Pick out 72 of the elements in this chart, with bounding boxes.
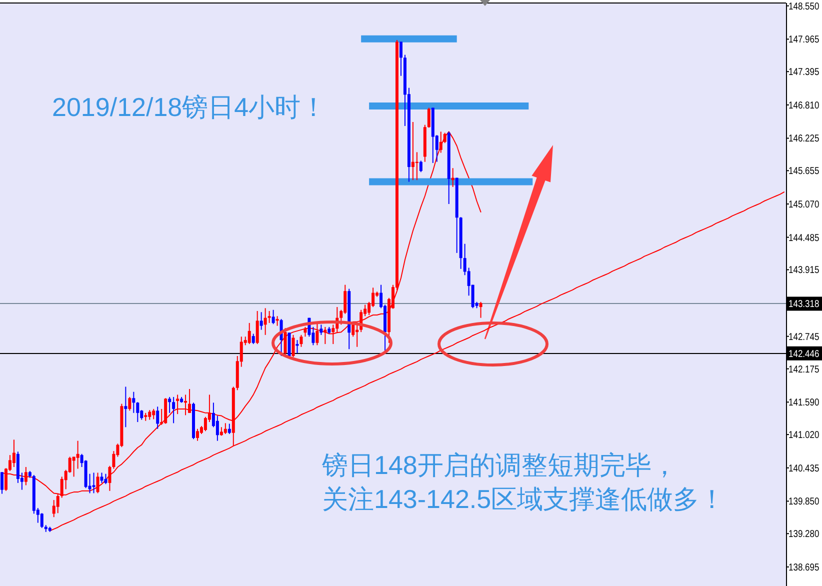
y-tick-label: 141.590 bbox=[788, 396, 820, 408]
candlestick bbox=[172, 396, 176, 424]
y-tick-label: 142.175 bbox=[788, 364, 820, 374]
candlestick bbox=[168, 396, 172, 414]
candlestick bbox=[108, 465, 112, 492]
candlestick bbox=[399, 41, 402, 76]
candlestick bbox=[316, 322, 319, 346]
annotation: 镑日148开启的调整短期完毕， bbox=[321, 450, 678, 480]
y-tick-label: 143.915 bbox=[788, 264, 820, 276]
candlestick bbox=[292, 334, 295, 358]
candlestick bbox=[427, 107, 430, 128]
y-tick-label: 141.020 bbox=[788, 429, 820, 440]
y-tick-label: 144.485 bbox=[788, 232, 820, 243]
candlestick bbox=[128, 396, 132, 412]
y-tick-label: 142.745 bbox=[788, 331, 820, 342]
candlestick bbox=[204, 416, 207, 432]
y-tick-label: 145.070 bbox=[788, 198, 820, 210]
y-tick-label: 146.225 bbox=[788, 133, 820, 144]
y-tick-label: 139.280 bbox=[788, 528, 820, 540]
y-tick-label: 139.850 bbox=[788, 496, 820, 507]
candlestick bbox=[188, 388, 192, 414]
candlestick bbox=[320, 324, 323, 336]
candlestick bbox=[288, 332, 291, 358]
candlestick bbox=[264, 308, 267, 336]
candlestick bbox=[104, 473, 108, 485]
candlestick bbox=[228, 423, 231, 434]
candlestick bbox=[411, 121, 414, 181]
annotation: 关注143-142.5区域支撑逢低做多！ bbox=[322, 484, 726, 514]
candlestick bbox=[176, 394, 180, 415]
candlestick bbox=[248, 322, 251, 345]
candlestick bbox=[148, 410, 152, 420]
line-series bbox=[49, 192, 785, 532]
candlestick bbox=[136, 402, 140, 423]
candlestick bbox=[344, 284, 347, 314]
candlestick bbox=[24, 466, 28, 486]
candlestick bbox=[272, 309, 275, 325]
candlestick bbox=[156, 406, 160, 430]
candlestick bbox=[52, 500, 56, 518]
candlestick bbox=[100, 472, 104, 484]
candlestick bbox=[40, 512, 44, 528]
candlestick bbox=[132, 391, 136, 414]
y-tick-label: 148.550 bbox=[788, 0, 820, 12]
candlestick bbox=[92, 472, 96, 494]
y-tick-label: 147.395 bbox=[788, 66, 820, 78]
candlestick bbox=[304, 326, 307, 338]
y-tick-label: 140.435 bbox=[788, 462, 820, 474]
y-tick-label: 138.695 bbox=[788, 562, 820, 573]
candlestick bbox=[252, 333, 255, 345]
y-tick-label: 145.655 bbox=[788, 166, 820, 176]
candlestick bbox=[152, 408, 156, 420]
candlestick bbox=[296, 340, 299, 354]
candlestick bbox=[300, 334, 303, 348]
y-tick-label: 146.810 bbox=[788, 100, 820, 111]
candlestick bbox=[76, 440, 80, 470]
candlestick bbox=[260, 312, 263, 330]
candlestick bbox=[479, 301, 482, 318]
candlestick bbox=[216, 415, 219, 442]
candlestick bbox=[268, 310, 271, 324]
candlestick bbox=[0, 472, 4, 494]
y-tick-label: 147.965 bbox=[788, 34, 820, 45]
candlestick bbox=[256, 310, 259, 345]
candlestick bbox=[276, 316, 279, 326]
candlestick bbox=[352, 322, 355, 338]
ref-line-label: 143.318 bbox=[788, 298, 820, 310]
candlestick bbox=[12, 439, 16, 468]
ref-line-label: 142.446 bbox=[788, 348, 820, 360]
candlestick bbox=[184, 394, 188, 416]
candlestick bbox=[196, 428, 199, 442]
text: 2019/12/18镑日4小时！ bbox=[52, 92, 327, 122]
candlestick bbox=[224, 422, 227, 434]
candlestick bbox=[124, 386, 128, 428]
candlestick bbox=[419, 160, 422, 173]
